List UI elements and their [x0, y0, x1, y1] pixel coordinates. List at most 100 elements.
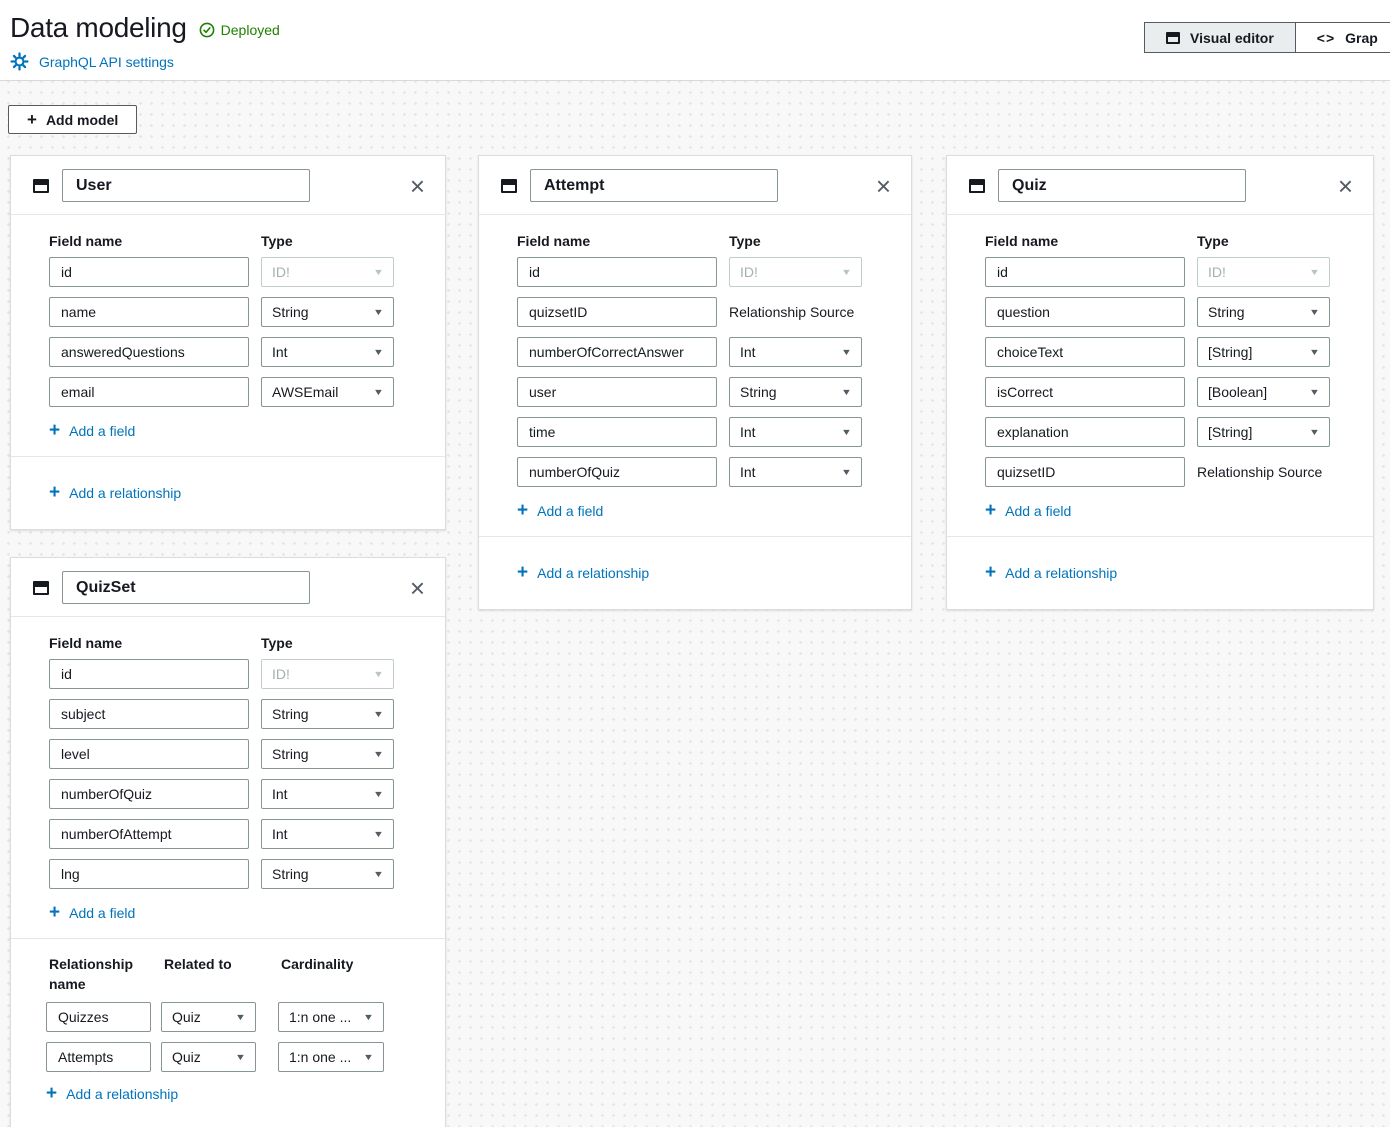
related-to-value: Quiz: [172, 1049, 201, 1066]
type-select[interactable]: [Boolean] ▼: [1197, 377, 1330, 407]
field-name-input[interactable]: [985, 457, 1185, 487]
field-name-input[interactable]: [49, 659, 249, 689]
type-select-value: ID!: [272, 264, 290, 280]
type-select[interactable]: String ▼: [1197, 297, 1330, 327]
plus-icon: +: [49, 902, 61, 923]
type-select-value: String: [272, 706, 309, 722]
type-select-value: AWSEmail: [272, 384, 339, 400]
add-model-button[interactable]: + Add model: [8, 105, 138, 134]
cardinality-value: 1:n one ...: [289, 1049, 352, 1066]
column-headers: Field name Type: [985, 233, 1343, 249]
type-select[interactable]: Int ▼: [729, 337, 862, 367]
check-circle-icon: [199, 22, 215, 38]
field-name-input[interactable]: [985, 257, 1185, 287]
relationship-name-input[interactable]: [46, 1002, 151, 1033]
relationship-name-input[interactable]: [46, 1042, 151, 1073]
plus-icon: +: [517, 500, 529, 521]
field-name-input[interactable]: [49, 819, 249, 849]
field-row: Int ▼: [49, 819, 415, 849]
type-select[interactable]: String ▼: [729, 377, 862, 407]
chevron-down-icon: ▼: [372, 267, 385, 277]
type-select[interactable]: Int ▼: [729, 417, 862, 447]
page-title: Data modeling: [10, 12, 187, 43]
cardinality-select[interactable]: 1:n one ... ▼: [278, 1002, 384, 1033]
field-name-input[interactable]: [49, 377, 249, 407]
field-name-input[interactable]: [49, 297, 249, 327]
type-select[interactable]: Int ▼: [729, 457, 862, 487]
field-name-input[interactable]: [517, 297, 717, 327]
type-select[interactable]: Int ▼: [261, 779, 394, 809]
type-select[interactable]: String ▼: [261, 297, 394, 327]
field-name-input[interactable]: [985, 417, 1185, 447]
add-relationship-link[interactable]: + Add a relationship: [49, 483, 181, 502]
type-select[interactable]: Int ▼: [261, 819, 394, 849]
close-icon[interactable]: ×: [875, 170, 891, 201]
field-name-input[interactable]: [49, 859, 249, 889]
type-select-value: Int: [740, 464, 756, 480]
add-relationship-label: Add a relationship: [66, 1085, 179, 1102]
add-field-link[interactable]: + Add a field: [49, 421, 135, 440]
field-name-input[interactable]: [517, 417, 717, 447]
type-select-value: Int: [740, 424, 756, 440]
type-header: Type: [1197, 233, 1229, 249]
tab-visual-editor[interactable]: Visual editor: [1144, 22, 1296, 53]
chevron-down-icon: ▼: [372, 387, 385, 397]
type-select: ID! ▼: [261, 257, 394, 287]
type-select-value: Int: [272, 826, 288, 842]
close-icon[interactable]: ×: [409, 572, 425, 603]
graphql-api-settings-link[interactable]: GraphQL API settings: [39, 53, 174, 70]
model-card-header: ×: [947, 156, 1373, 215]
field-name-input[interactable]: [517, 257, 717, 287]
field-row: String ▼: [985, 297, 1343, 327]
model-name-input[interactable]: [530, 169, 778, 202]
field-name-input[interactable]: [985, 337, 1185, 367]
tab-graphql-editor[interactable]: <> Grap: [1295, 22, 1390, 53]
field-name-input[interactable]: [985, 377, 1185, 407]
field-row: String ▼: [49, 739, 415, 769]
field-name-input[interactable]: [49, 257, 249, 287]
add-relationship-link[interactable]: + Add a relationship: [517, 563, 649, 582]
field-name-input[interactable]: [517, 337, 717, 367]
close-icon[interactable]: ×: [1337, 170, 1353, 201]
field-row: [String] ▼: [985, 417, 1343, 447]
plus-icon: +: [27, 110, 37, 129]
type-select[interactable]: AWSEmail ▼: [261, 377, 394, 407]
field-row: ID! ▼: [985, 257, 1343, 287]
add-field-link[interactable]: + Add a field: [517, 501, 603, 520]
type-select[interactable]: [String] ▼: [1197, 417, 1330, 447]
type-select[interactable]: [String] ▼: [1197, 337, 1330, 367]
field-name-input[interactable]: [49, 337, 249, 367]
model-name-input[interactable]: [62, 571, 310, 604]
field-name-input[interactable]: [985, 297, 1185, 327]
type-select[interactable]: String ▼: [261, 699, 394, 729]
related-to-select[interactable]: Quiz ▼: [161, 1002, 256, 1033]
type-select[interactable]: Int ▼: [261, 337, 394, 367]
field-name-header: Field name: [985, 233, 1059, 249]
field-name-input[interactable]: [49, 699, 249, 729]
field-name-input[interactable]: [49, 739, 249, 769]
add-field-label: Add a field: [69, 422, 136, 439]
field-name-input[interactable]: [517, 457, 717, 487]
add-relationship-link[interactable]: + Add a relationship: [985, 563, 1117, 582]
field-name-input[interactable]: [49, 779, 249, 809]
add-field-link[interactable]: + Add a field: [49, 903, 135, 922]
type-select-value: [String]: [1208, 344, 1253, 360]
cardinality-select[interactable]: 1:n one ... ▼: [278, 1042, 384, 1073]
relationship-row: Quiz ▼ 1:n one ... ▼: [46, 1042, 415, 1073]
type-select[interactable]: String ▼: [261, 859, 394, 889]
add-relationship-link[interactable]: + Add a relationship: [46, 1084, 178, 1103]
close-icon[interactable]: ×: [409, 170, 425, 201]
add-field-link[interactable]: + Add a field: [985, 501, 1071, 520]
field-name-input[interactable]: [517, 377, 717, 407]
related-to-select[interactable]: Quiz ▼: [161, 1042, 256, 1073]
model-card-header: ×: [479, 156, 911, 215]
plus-icon: +: [985, 562, 997, 583]
fields-section: Field name Type ID! ▼ Relationship Source Int…: [479, 215, 911, 536]
status-badge: Deployed: [199, 22, 280, 38]
add-relationship-label: Add a relationship: [1005, 564, 1118, 581]
type-select[interactable]: String ▼: [261, 739, 394, 769]
model-name-input[interactable]: [998, 169, 1246, 202]
model-name-input[interactable]: [62, 169, 310, 202]
chevron-down-icon: ▼: [840, 267, 853, 277]
fields-section: Field name Type ID!▼ String▼ [String]▼ [Boole…: [947, 215, 1373, 536]
